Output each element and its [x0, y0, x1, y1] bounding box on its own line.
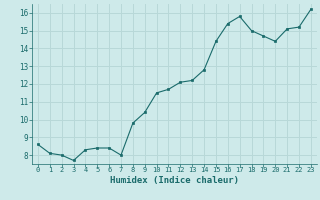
- X-axis label: Humidex (Indice chaleur): Humidex (Indice chaleur): [110, 176, 239, 185]
